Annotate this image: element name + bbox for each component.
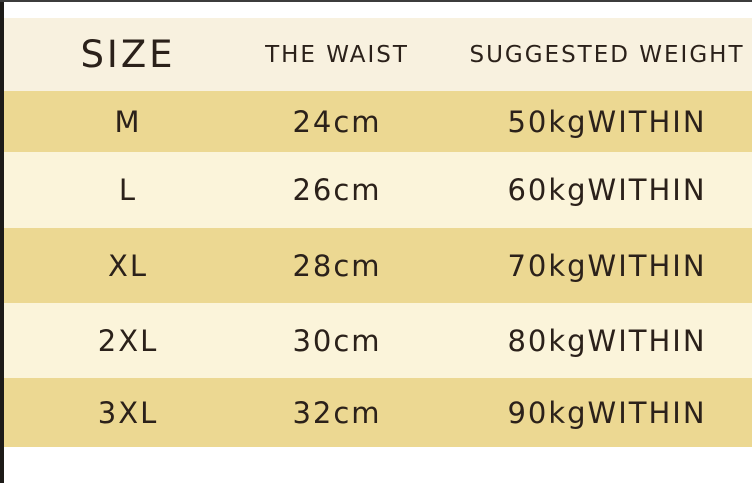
top-border-line — [0, 0, 752, 2]
column-header-waist: THE WAIST — [265, 41, 409, 68]
cell-weight: 50kgWITHIN — [507, 104, 707, 139]
cell-waist: 26cm — [292, 173, 382, 207]
table-body: M 24cm 50kgWITHIN L 26cm 60kgWITHIN XL 28cm 70kg… — [4, 91, 752, 447]
cell-waist: 30cm — [292, 323, 382, 358]
cell-size: M — [114, 104, 142, 139]
column-header-suggested-weight: SUGGESTED WEIGHT — [469, 41, 745, 68]
cell-size: 3XL — [97, 395, 159, 430]
cell-waist: 24cm — [292, 104, 382, 139]
cell-weight: 60kgWITHIN — [507, 173, 707, 207]
left-border-strip — [0, 2, 4, 483]
table-row-l: L 26cm 60kgWITHIN — [4, 152, 752, 228]
table-header-row: SIZE THE WAIST SUGGESTED WEIGHT — [4, 18, 752, 91]
cell-waist: 32cm — [292, 395, 382, 430]
size-chart-table: SIZE THE WAIST SUGGESTED WEIGHT M 24cm 50k… — [4, 18, 752, 447]
cell-size: L — [118, 173, 138, 207]
column-header-size: SIZE — [80, 33, 176, 76]
table-row-2xl: 2XL 30cm 80kgWITHIN — [4, 303, 752, 378]
cell-size: 2XL — [97, 323, 159, 358]
table-row-xl: XL 28cm 70kgWITHIN — [4, 228, 752, 303]
table-row-m: M 24cm 50kgWITHIN — [4, 91, 752, 152]
cell-weight: 80kgWITHIN — [507, 323, 707, 358]
cell-weight: 70kgWITHIN — [507, 248, 707, 283]
cell-waist: 28cm — [292, 248, 382, 283]
cell-size: XL — [107, 248, 149, 283]
cell-weight: 90kgWITHIN — [507, 395, 707, 430]
table-row-3xl: 3XL 32cm 90kgWITHIN — [4, 378, 752, 447]
